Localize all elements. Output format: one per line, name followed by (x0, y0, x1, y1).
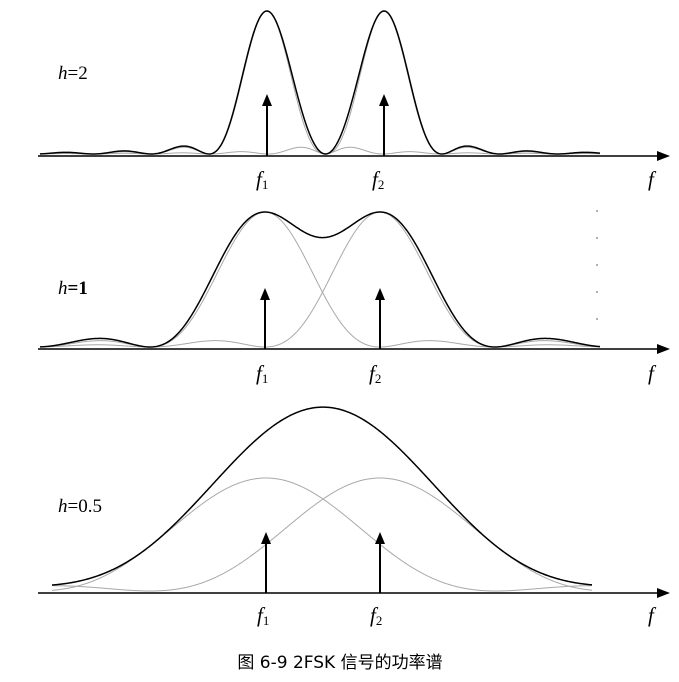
figure-caption: 图 6-9 2FSK 信号的功率谱 (237, 653, 442, 673)
panel-h1-total-spectrum (39, 211, 601, 348)
panel-h2-component-f2 (39, 10, 601, 155)
panel-h2-component-f1 (39, 10, 601, 155)
panel-h05-axis-arrow-icon (657, 588, 670, 598)
panel-h1-impulse-f2-arrow-icon (375, 288, 385, 300)
panel-h1-impulse-f1-arrow-icon (260, 288, 270, 300)
panel-h05-axis-f-label: f (648, 603, 657, 627)
panel-h1-component-f1 (39, 211, 601, 348)
panel-h1: h=1 f1 f2 f (38, 210, 670, 386)
panel-h1-marker-dots (596, 210, 598, 320)
panel-h2: h=2 f1 f2 f (38, 10, 670, 192)
panel-h1-component-f2 (39, 211, 601, 348)
panel-h1-label: h=1 (58, 278, 88, 299)
panel-h05-component-f2 (52, 477, 593, 592)
panel-h2-impulse-f1-arrow-icon (262, 94, 272, 106)
panel-h05-component-f1 (51, 477, 592, 592)
panel-h2-axis-f-label: f (648, 167, 657, 191)
panel-h05-f1-label: f1 (257, 603, 269, 628)
panel-h2-axis-arrow-icon (657, 151, 670, 161)
panel-h2-impulse-f2-arrow-icon (379, 94, 389, 106)
panel-h2-f2-label: f2 (372, 167, 384, 192)
panel-h05-total-spectrum (51, 406, 593, 586)
panel-h1-f1-label: f1 (256, 361, 268, 386)
panel-h05-impulse-f1-arrow-icon (261, 532, 271, 544)
panel-h2-label: h=2 (58, 63, 88, 84)
panel-h05-f2-label: f2 (370, 603, 382, 628)
panel-h2-total-spectrum (39, 10, 601, 155)
panel-h1-axis-f-label: f (648, 361, 657, 385)
panel-h1-f2-label: f2 (369, 361, 381, 386)
panel-h05-impulse-f2-arrow-icon (375, 532, 385, 544)
panel-h1-axis-arrow-icon (657, 344, 670, 354)
panel-h05-label: h=0.5 (58, 496, 102, 517)
panel-h05: h=0.5 f1 f2 f (38, 406, 670, 628)
panel-h2-f1-label: f1 (256, 167, 268, 192)
